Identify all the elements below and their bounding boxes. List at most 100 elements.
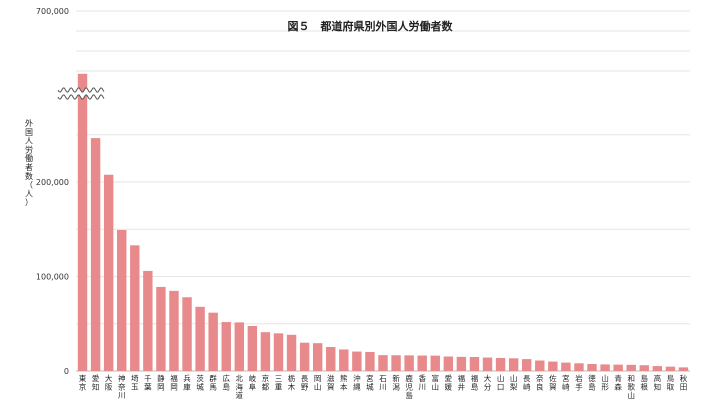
bar: [90, 138, 101, 371]
bar: [626, 364, 636, 371]
bar: [652, 366, 663, 371]
category-label: 鹿児島: [405, 373, 413, 400]
bars-layer: [77, 73, 689, 372]
bar: [469, 357, 480, 371]
category-label: 福井: [458, 374, 466, 392]
category-label: 栃木: [288, 373, 296, 392]
bar: [117, 229, 127, 371]
bar: [639, 365, 649, 371]
bar: [156, 286, 166, 371]
bar: [535, 360, 545, 371]
bar: [326, 346, 336, 371]
category-label: 滋賀: [327, 373, 335, 392]
y-tick-labels: 0 100,000 200,000 700,000: [36, 7, 69, 376]
bar: [339, 349, 349, 371]
category-label: 京都: [262, 373, 270, 392]
bar: [430, 355, 440, 371]
bar: [103, 174, 114, 371]
category-label: 岩手: [575, 373, 583, 392]
y-tick-label: 100,000: [36, 273, 69, 282]
y-tick-label: 700,000: [36, 7, 69, 16]
category-label: 長野: [301, 374, 309, 392]
bar: [587, 363, 597, 371]
category-label: 香川: [418, 373, 426, 392]
category-label: 埼玉: [131, 373, 139, 392]
bar: [221, 322, 231, 371]
bar: [561, 362, 571, 371]
category-label: 愛知: [92, 373, 100, 392]
axis-break: [57, 87, 105, 100]
bar: [273, 333, 284, 371]
category-label: 宮城: [366, 373, 374, 392]
axis-break-line-top: [57, 87, 105, 93]
category-label: 大阪: [105, 373, 113, 392]
y-tick-label: 0: [64, 367, 69, 376]
category-label: 三重: [275, 374, 283, 392]
category-label: 福島: [471, 374, 479, 392]
category-label: 大分: [484, 373, 492, 392]
bar: [286, 334, 297, 371]
bar: [299, 342, 310, 371]
category-label: 北海道: [236, 374, 244, 400]
bar: [417, 355, 427, 371]
category-label: 高知: [654, 373, 662, 392]
category-label: 秋田: [680, 373, 688, 392]
category-label: 岡山: [314, 374, 322, 392]
category-label: 宮崎: [562, 373, 570, 392]
category-label: 兵庫: [183, 373, 191, 392]
category-label: 新潟: [392, 373, 400, 392]
category-label: 静岡: [157, 373, 165, 392]
category-label: 岐阜: [249, 373, 257, 392]
category-label: 福岡: [170, 374, 178, 392]
category-label: 奈良: [536, 373, 544, 392]
chart-title: 図５ 都道府県別外国人労働者数: [288, 19, 454, 33]
category-label: 佐賀: [549, 373, 557, 392]
category-label: 青森: [614, 373, 622, 392]
category-label: 神奈川: [118, 373, 126, 400]
bar: [378, 355, 388, 371]
bar: [182, 297, 192, 371]
category-label: 富山: [432, 373, 440, 392]
bar: [77, 73, 88, 372]
category-label: 長崎: [523, 374, 531, 392]
bar: [508, 358, 519, 371]
category-labels: 東京愛知大阪神奈川埼玉千葉静岡福岡兵庫茨城群馬広島北海道岐阜京都三重栃木長野岡山…: [79, 373, 688, 400]
bar: [234, 322, 245, 371]
category-label: 徳島: [588, 373, 596, 392]
category-label: 愛媛: [445, 373, 453, 392]
category-label: 広島: [222, 373, 230, 392]
bar: [482, 357, 493, 371]
bar: [143, 270, 153, 371]
bar: [613, 364, 623, 371]
y-tick-label: 200,000: [36, 178, 69, 187]
grid-layer: [76, 10, 690, 372]
y-axis-label: 外国人労働者数（人）: [25, 118, 33, 207]
bar: [495, 357, 506, 371]
bar: [665, 366, 676, 371]
bar: [365, 351, 375, 371]
bar: [208, 312, 218, 371]
category-label: 鳥取: [667, 373, 675, 392]
category-label: 島根: [641, 373, 649, 392]
bar: [247, 326, 258, 371]
category-label: 山口: [497, 373, 505, 392]
category-label: 熊本: [340, 373, 348, 392]
bar: [678, 367, 689, 371]
category-label: 和歌山: [627, 374, 635, 400]
bar: [312, 343, 323, 371]
category-label: 石川: [379, 374, 387, 392]
bar: [130, 245, 140, 371]
bar: [456, 356, 467, 371]
bar: [391, 355, 401, 371]
bar: [548, 361, 558, 371]
bar: [443, 356, 454, 371]
category-label: 茨城: [196, 373, 204, 392]
bar: [169, 290, 179, 371]
bar: [352, 351, 362, 371]
bar: [600, 364, 610, 371]
category-label: 群馬: [209, 373, 217, 392]
category-label: 東京: [79, 373, 87, 392]
bar: [574, 363, 584, 371]
bar: [521, 359, 532, 371]
